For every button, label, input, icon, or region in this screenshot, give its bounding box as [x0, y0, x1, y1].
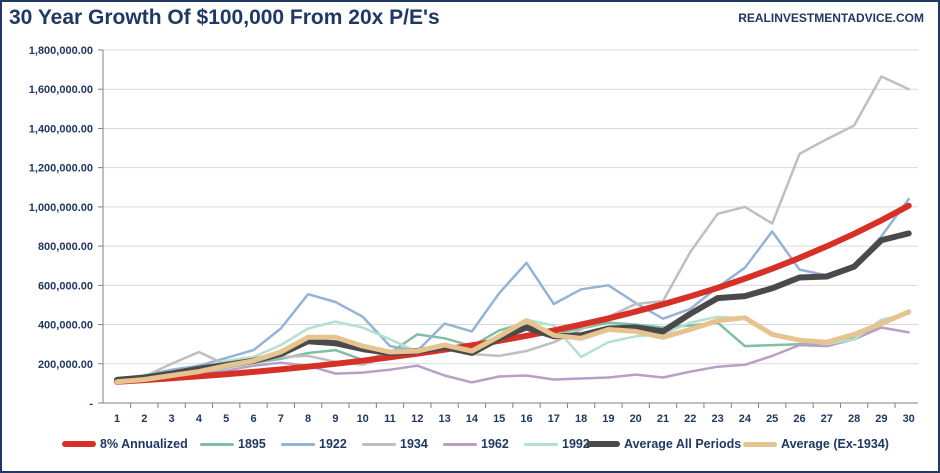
- legend-label: 1922: [319, 437, 347, 451]
- x-tick-label: 18: [575, 413, 587, 425]
- chart-title: 30 Year Growth Of $100,000 From 20x P/E'…: [9, 6, 440, 29]
- legend-item: 1934: [362, 437, 428, 451]
- legend-swatch: [281, 442, 315, 446]
- x-tick-label: 4: [196, 413, 203, 425]
- legend-swatch: [743, 441, 777, 447]
- x-tick-label: 6: [250, 413, 256, 425]
- series-line-average-ex-1934: [114, 309, 912, 385]
- x-tick-label: 16: [520, 413, 532, 425]
- x-tick-label: 12: [411, 413, 423, 425]
- x-tick-label: 14: [466, 413, 479, 425]
- x-tick-label: 25: [766, 413, 778, 425]
- legend-swatch: [586, 441, 620, 447]
- legend-item: 1992: [524, 437, 590, 451]
- y-tick-label: 800,000.00: [38, 241, 93, 253]
- x-tick-label: 29: [875, 413, 887, 425]
- x-tick-label: 26: [793, 413, 805, 425]
- axes: - 200,000.00 400,000.00 600,000.00 800,000.0…: [29, 45, 918, 425]
- legend-item: 1895: [200, 437, 266, 451]
- x-tick-label: 13: [438, 413, 450, 425]
- legend-item: 1922: [281, 437, 347, 451]
- x-tick-label: 19: [602, 413, 614, 425]
- y-tick-label: 1,200,000.00: [29, 163, 93, 175]
- x-tick-label: 7: [278, 413, 284, 425]
- legend-label: 1992: [562, 437, 590, 451]
- source-label: REALINVESTMENTADVICE.COM: [738, 11, 924, 25]
- grid-lines: [103, 49, 918, 365]
- legend-item: 8% Annualized: [62, 437, 188, 451]
- legend-label: Average (Ex-1934): [781, 437, 889, 451]
- legend-label: 8% Annualized: [100, 437, 188, 451]
- x-tick-label: 2: [141, 413, 147, 425]
- x-tick-label: 11: [384, 413, 396, 425]
- y-tick-label: -: [89, 398, 93, 410]
- legend-label: 1962: [481, 437, 509, 451]
- chart-legend: 8% Annualized 1895 1922 1934 1962 1992 Average…: [62, 437, 922, 457]
- x-tick-label: 3: [169, 413, 175, 425]
- y-tick-label: 1,800,000.00: [29, 45, 93, 57]
- legend-item: 1962: [443, 437, 509, 451]
- y-tick-label: 400,000.00: [38, 320, 93, 332]
- y-tick-label: 1,600,000.00: [29, 84, 93, 96]
- legend-label: 1934: [400, 437, 428, 451]
- x-tick-label: 21: [657, 413, 669, 425]
- series-line-1922: [115, 197, 910, 384]
- x-tick-label: 9: [332, 413, 338, 425]
- series-line-8-annualized: [114, 202, 912, 385]
- x-tick-label: 23: [711, 413, 723, 425]
- legend-swatch: [443, 442, 477, 446]
- x-tick-label: 27: [821, 413, 833, 425]
- x-tick-label: 17: [548, 413, 560, 425]
- legend-label: Average All Periods: [624, 437, 742, 451]
- x-tick-label: 1: [114, 413, 120, 425]
- legend-swatch: [62, 441, 96, 447]
- series-lines: [114, 75, 912, 385]
- legend-swatch: [200, 442, 234, 446]
- legend-label: 1895: [238, 437, 266, 451]
- legend-item: Average (Ex-1934): [743, 437, 889, 451]
- y-tick-label: 200,000.00: [38, 359, 93, 371]
- y-tick-label: 600,000.00: [38, 280, 93, 292]
- series-line-1962: [115, 326, 910, 384]
- legend-swatch: [524, 442, 558, 446]
- legend-item: Average All Periods: [586, 437, 741, 451]
- y-tick-label: 1,000,000.00: [29, 202, 93, 214]
- x-tick-label: 15: [493, 413, 505, 425]
- legend-swatch: [362, 442, 396, 446]
- x-tick-label: 10: [357, 413, 369, 425]
- x-tick-label: 20: [630, 413, 642, 425]
- x-tick-label: 30: [903, 413, 915, 425]
- x-tick-label: 24: [739, 413, 752, 425]
- x-tick-label: 22: [684, 413, 696, 425]
- x-tick-label: 28: [848, 413, 860, 425]
- x-tick-label: 8: [305, 413, 311, 425]
- x-tick-label: 5: [223, 413, 229, 425]
- y-tick-label: 1,400,000.00: [29, 123, 93, 135]
